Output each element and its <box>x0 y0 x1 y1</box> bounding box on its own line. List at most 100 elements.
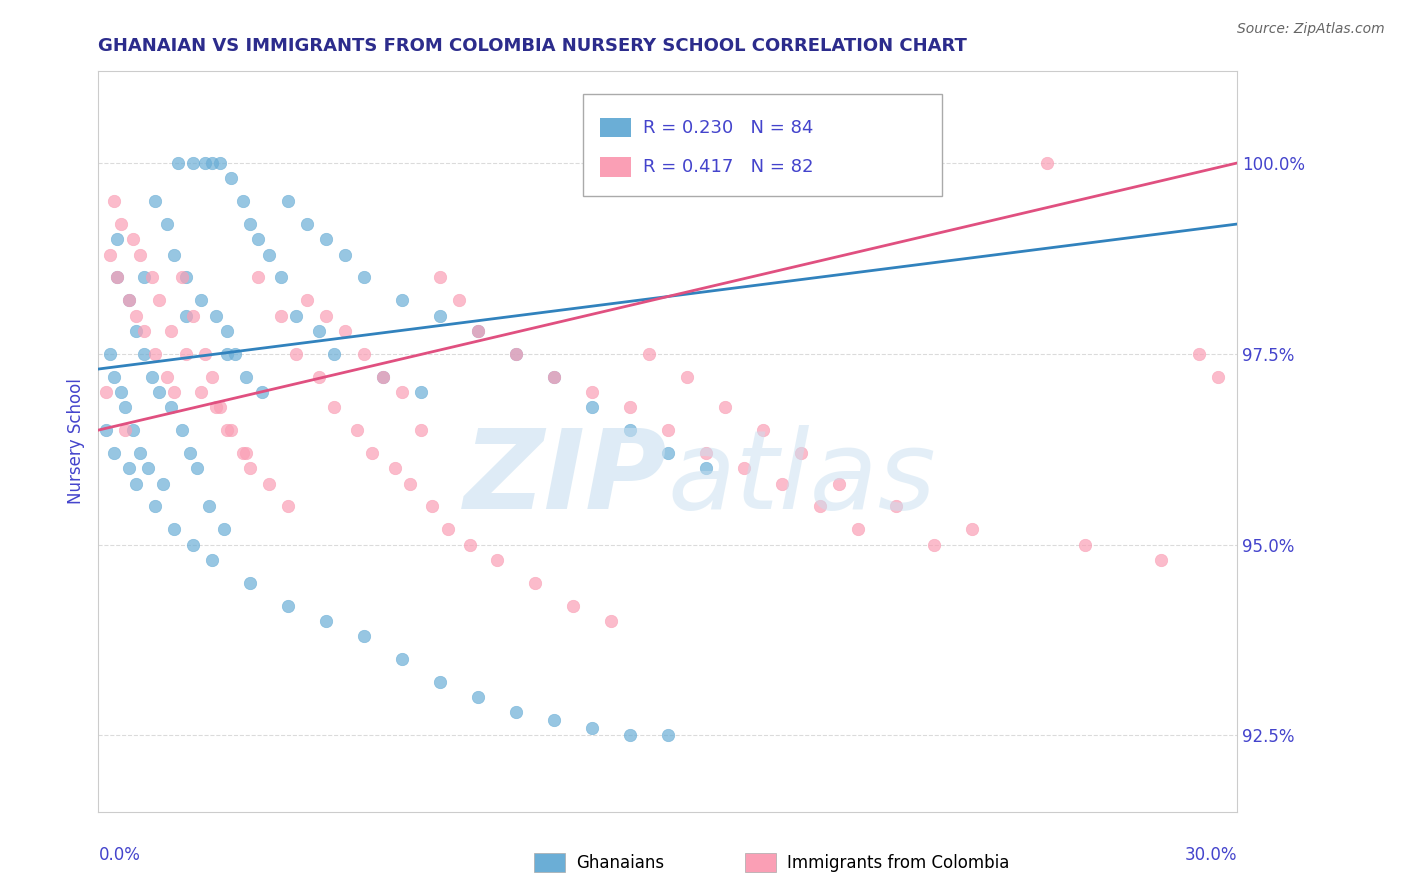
Point <box>136 461 159 475</box>
Point <box>129 446 152 460</box>
Point <box>1188 347 1211 361</box>
Point <box>132 270 155 285</box>
Point <box>384 461 406 475</box>
Point <box>103 194 125 208</box>
Point <box>297 217 319 231</box>
Point <box>467 324 489 338</box>
Text: Source: ZipAtlas.com: Source: ZipAtlas.com <box>1237 22 1385 37</box>
Point <box>308 324 330 338</box>
Point <box>163 522 186 536</box>
Point <box>315 614 337 628</box>
Point <box>103 446 125 460</box>
Point <box>217 347 239 361</box>
Point <box>159 400 181 414</box>
Point <box>270 309 292 323</box>
Point <box>186 461 208 475</box>
Point <box>429 270 451 285</box>
Point <box>141 369 163 384</box>
Point <box>246 232 269 246</box>
Point <box>132 347 155 361</box>
Point <box>156 369 179 384</box>
Point <box>179 446 201 460</box>
Point <box>212 522 235 536</box>
Point <box>163 247 186 261</box>
Point <box>125 324 148 338</box>
Point <box>94 384 117 399</box>
Text: R = 0.417   N = 82: R = 0.417 N = 82 <box>643 158 813 176</box>
Point <box>297 293 319 308</box>
Point <box>239 575 262 590</box>
Point <box>467 324 489 338</box>
Point <box>125 476 148 491</box>
Point <box>619 423 641 437</box>
Point <box>197 500 219 514</box>
Point <box>284 309 307 323</box>
Point <box>505 347 527 361</box>
Point <box>486 553 509 567</box>
Point <box>436 522 458 536</box>
Point <box>148 384 170 399</box>
Point <box>205 400 228 414</box>
Point <box>391 652 413 666</box>
Point <box>1150 553 1173 567</box>
Point <box>353 629 375 643</box>
Point <box>183 156 205 170</box>
Point <box>411 423 433 437</box>
Point <box>398 476 420 491</box>
Point <box>125 309 148 323</box>
Point <box>174 270 197 285</box>
Point <box>118 293 141 308</box>
Text: ZIP: ZIP <box>464 425 668 532</box>
Point <box>183 309 205 323</box>
Point <box>371 369 394 384</box>
Point <box>201 156 224 170</box>
Point <box>277 599 299 613</box>
Point <box>391 293 413 308</box>
Point <box>543 713 565 727</box>
Point <box>581 721 603 735</box>
Point <box>619 728 641 742</box>
Point <box>371 369 394 384</box>
Point <box>98 347 121 361</box>
Point <box>562 599 585 613</box>
Point <box>322 347 344 361</box>
Point <box>121 423 143 437</box>
Point <box>118 461 141 475</box>
Text: Ghanaians: Ghanaians <box>576 854 665 871</box>
Point <box>543 369 565 384</box>
Point <box>239 461 262 475</box>
Point <box>1208 369 1230 384</box>
Point <box>232 194 254 208</box>
Point <box>208 156 231 170</box>
Point <box>217 423 239 437</box>
Point <box>114 423 136 437</box>
Text: GHANAIAN VS IMMIGRANTS FROM COLOMBIA NURSERY SCHOOL CORRELATION CHART: GHANAIAN VS IMMIGRANTS FROM COLOMBIA NUR… <box>98 37 967 54</box>
Point <box>790 446 813 460</box>
Point <box>103 369 125 384</box>
Point <box>619 400 641 414</box>
Point <box>163 384 186 399</box>
Point <box>447 293 470 308</box>
Point <box>156 217 179 231</box>
Point <box>170 423 193 437</box>
Point <box>174 309 197 323</box>
Point <box>152 476 174 491</box>
Point <box>353 347 375 361</box>
Point <box>922 538 945 552</box>
Point <box>846 522 869 536</box>
Point <box>110 217 132 231</box>
Point <box>221 423 243 437</box>
Text: atlas: atlas <box>668 425 936 532</box>
Point <box>270 270 292 285</box>
Point <box>315 232 337 246</box>
Point <box>194 347 217 361</box>
Point <box>183 538 205 552</box>
Point <box>167 156 190 170</box>
Point <box>360 446 382 460</box>
Point <box>695 461 717 475</box>
Point <box>770 476 793 491</box>
Point <box>422 500 444 514</box>
Point <box>429 309 451 323</box>
Point <box>121 232 143 246</box>
Point <box>259 247 281 261</box>
